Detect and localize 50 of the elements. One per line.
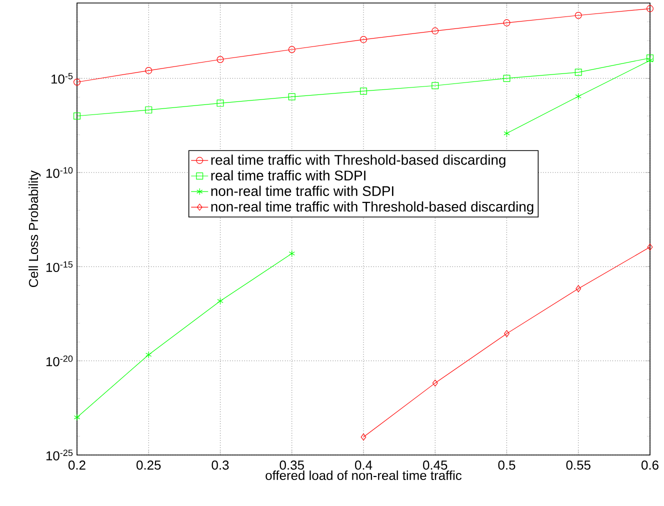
point (74, 112, 80, 120)
x-tick-label: 0.35 (280, 460, 304, 470)
point (74, 414, 80, 421)
point (216, 100, 224, 107)
point (288, 46, 296, 53)
point (646, 54, 654, 62)
legend-label: real time traffic with SDPI (211, 170, 366, 180)
x-axis-title: offered load of non-real time traffic (266, 470, 462, 480)
x-tick-label: 0.45 (423, 460, 448, 470)
point (146, 351, 152, 358)
legend-label: non-real time traffic with SDPI (211, 186, 394, 196)
point (575, 92, 582, 100)
point (503, 19, 510, 26)
point (432, 82, 439, 90)
y-axis-title: Cell Loss Probability (28, 170, 41, 288)
legend-label: non-real time traffic with Threshold-based discarding (211, 201, 534, 214)
point (145, 67, 152, 74)
point (432, 27, 439, 34)
point (646, 56, 654, 64)
point (216, 56, 224, 63)
legend-label: real time traffic with Threshold-based discarding (211, 154, 506, 168)
y-tick-label: 10$^{-20}$ (46, 355, 73, 366)
x-tick-label: 0.2 (68, 460, 86, 470)
point (360, 36, 367, 44)
point (217, 298, 224, 305)
point (74, 78, 80, 86)
x-tick-label: 0.6 (642, 460, 658, 470)
x-tick-label: 0.55 (566, 460, 590, 470)
point (504, 330, 510, 338)
x-tick-label: 0.4 (355, 460, 372, 470)
point (647, 244, 653, 251)
point (145, 106, 152, 114)
point (646, 5, 654, 12)
y-tick-label: 10$^{-10}$ (46, 167, 73, 178)
point (574, 12, 582, 19)
x-tick-label: 0.5 (498, 460, 516, 470)
point (504, 130, 510, 137)
point (288, 93, 296, 100)
point (574, 68, 582, 76)
x-tick-label: 0.25 (136, 460, 161, 470)
x-tick-label: 0.3 (212, 460, 229, 470)
point (360, 434, 366, 441)
point (288, 250, 295, 257)
y-tick-label: 10$^{-5}$ (52, 72, 73, 84)
y-tick-label: 10$^{-15}$ (46, 261, 73, 272)
point (360, 88, 367, 95)
point (432, 380, 438, 387)
point (503, 74, 510, 82)
point (576, 285, 582, 292)
y-tick-label: 10$^{-25}$ (46, 450, 73, 460)
